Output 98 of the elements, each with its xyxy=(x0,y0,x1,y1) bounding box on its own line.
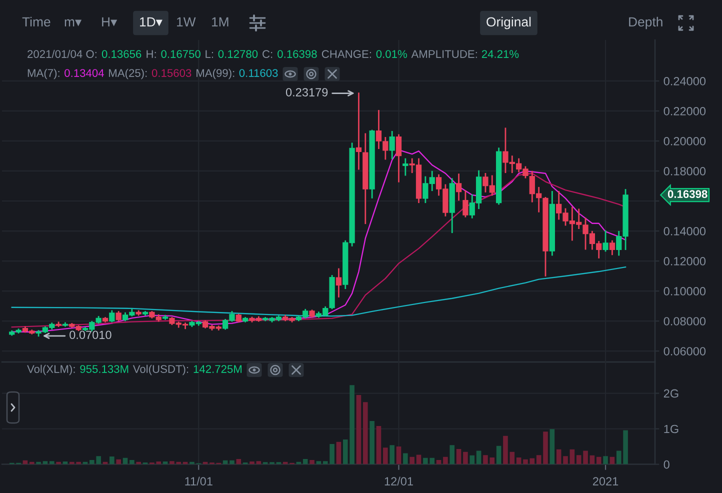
annotation: MA(7): xyxy=(28,68,60,80)
text: 0.16398 xyxy=(668,190,708,198)
y-tick-label: 0.06000 xyxy=(664,347,706,356)
annotation: CHANGE: xyxy=(322,50,371,58)
annotation: H: xyxy=(146,50,156,58)
bar xyxy=(310,460,314,464)
y-tick-label: 0 xyxy=(664,460,670,469)
y-tick-label: 0.08000 xyxy=(664,317,706,326)
bar xyxy=(516,458,522,464)
annotation: 0.15603 xyxy=(152,69,192,77)
text: Depth xyxy=(629,16,662,30)
annotation: Vol(XLM): xyxy=(27,364,75,376)
bar xyxy=(302,458,308,464)
x-tick-label: 11/01 xyxy=(185,476,212,486)
annotation: 142.725M xyxy=(194,365,242,373)
y-tick-label: 0.12000 xyxy=(664,257,706,266)
bar xyxy=(376,426,382,464)
candlestick xyxy=(109,310,115,322)
text: m▾ xyxy=(64,19,82,26)
annotation: 955.133M xyxy=(80,365,128,373)
annotation: 0.23179 xyxy=(286,88,328,96)
text: 1M xyxy=(212,17,228,26)
bar xyxy=(470,455,475,464)
y-tick-label: 0.10000 xyxy=(664,287,706,296)
bar xyxy=(336,442,342,464)
bar xyxy=(496,446,502,464)
line-series xyxy=(11,266,626,317)
text: H▾ xyxy=(102,17,118,26)
y-tick-label: 1G xyxy=(664,424,678,434)
x-tick-label: 12/01 xyxy=(384,476,413,486)
annotation: 2021/01/04 O: xyxy=(28,50,96,58)
bar xyxy=(250,461,254,464)
annotation: 0.13404 xyxy=(64,69,104,77)
annotation: L: xyxy=(206,50,213,58)
bar xyxy=(576,455,582,464)
y-tick-label: 0.18000 xyxy=(664,167,706,176)
y-tick-label: 0.14000 xyxy=(664,227,706,236)
bar xyxy=(410,456,414,464)
bar xyxy=(49,461,54,464)
y-tick-label: 2G xyxy=(664,389,678,398)
annotation: 24.21% xyxy=(482,50,519,58)
text: Original xyxy=(486,16,531,30)
bar xyxy=(116,459,121,464)
annotation: 0.11603 xyxy=(239,69,278,77)
text: 1D▾ xyxy=(140,17,162,26)
annotation: MA(99): xyxy=(196,68,234,80)
y-tick-label: 0.24000 xyxy=(664,76,706,86)
annotation: 0.13656 xyxy=(102,50,142,58)
bar xyxy=(523,459,528,464)
bar xyxy=(476,450,482,464)
bar xyxy=(130,460,134,464)
candlestick xyxy=(402,158,408,176)
candlestick xyxy=(389,130,395,160)
text: Time xyxy=(22,16,50,27)
annotation: 0.12780 xyxy=(218,50,258,58)
annotation: 0.07010 xyxy=(70,330,112,340)
annotation: C: xyxy=(262,50,272,58)
annotation: 0.01% xyxy=(376,50,407,58)
bar xyxy=(550,429,555,464)
bar xyxy=(362,402,368,464)
bar xyxy=(403,453,408,464)
bar xyxy=(230,460,234,464)
candlestick xyxy=(396,134,402,182)
bar xyxy=(390,445,394,464)
bar xyxy=(570,449,575,464)
annotation: 0.16750 xyxy=(161,50,200,58)
candlestick xyxy=(462,190,468,218)
bar xyxy=(596,456,602,464)
annotation: Vol(USDT): xyxy=(132,364,188,376)
bar xyxy=(536,455,542,464)
bar xyxy=(603,456,608,464)
candlestick xyxy=(56,322,62,327)
annotation: AMPLITUDE: xyxy=(411,50,477,58)
bar xyxy=(543,432,548,464)
bar xyxy=(416,454,422,464)
bar xyxy=(450,445,455,464)
bar xyxy=(456,449,462,464)
bar xyxy=(463,452,468,464)
bar xyxy=(370,420,374,464)
annotation: 0.16398 xyxy=(278,50,317,58)
y-tick-label: 0.20000 xyxy=(664,137,706,146)
bar xyxy=(443,456,448,464)
bar xyxy=(396,446,402,464)
bar xyxy=(583,450,588,464)
candlestick xyxy=(456,174,462,201)
candlestick xyxy=(336,268,342,298)
y-tick-label: 0.22000 xyxy=(664,107,706,116)
annotation: MA(25): xyxy=(109,68,147,80)
bar xyxy=(356,395,362,464)
text: 1W xyxy=(177,17,196,26)
bar xyxy=(556,449,562,464)
bar xyxy=(563,456,568,464)
candlestick xyxy=(602,230,608,252)
x-tick-label: 2021 xyxy=(592,477,618,486)
bar xyxy=(110,456,114,464)
bar xyxy=(383,448,388,464)
candlestick xyxy=(609,240,616,256)
candlestick xyxy=(356,92,362,170)
